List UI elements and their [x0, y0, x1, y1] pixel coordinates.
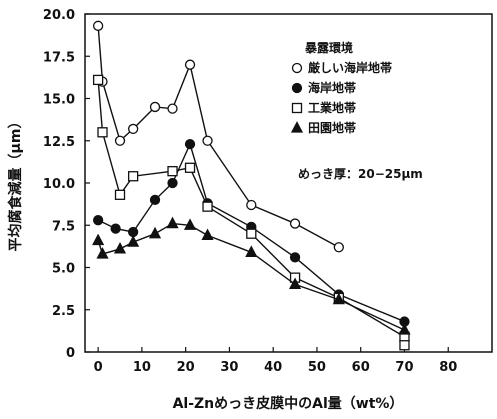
data-point — [127, 171, 139, 182]
series-line — [97, 222, 405, 331]
data-point — [183, 218, 197, 230]
data-point — [246, 228, 257, 239]
x-axis-title: Al-Znめっき皮膜中のAl量（wt%） — [173, 395, 404, 412]
series-layer — [92, 20, 411, 351]
data-point — [398, 323, 411, 335]
data-point — [92, 74, 104, 86]
legend-item: 海岸地帯 — [291, 80, 356, 95]
y-tick-label: 15.0 — [43, 93, 75, 108]
legend-marker — [291, 82, 303, 94]
data-point — [127, 123, 139, 135]
data-point — [288, 277, 302, 290]
data-point — [110, 223, 121, 234]
data-point — [289, 252, 301, 263]
plot-frame — [84, 13, 493, 353]
data-point — [92, 233, 105, 246]
data-point — [127, 226, 139, 238]
x-tick-label: 80 — [439, 360, 457, 375]
y-tick-label: 17.5 — [43, 50, 75, 65]
legend-marker — [290, 121, 304, 133]
data-point — [333, 242, 344, 253]
x-tick-label: 30 — [220, 360, 238, 375]
x-tick-label: 50 — [308, 360, 326, 375]
x-tick-label: 40 — [264, 360, 282, 375]
legend-label: 田園地帯 — [308, 120, 356, 135]
legend-label: 工業地帯 — [308, 100, 356, 115]
axis-ticks: 0 10 20 30 40 50 60 70 80 0 2.5 5.0 7.5 10.0 12.5 15.0 1… — [43, 8, 457, 375]
x-tick-label: 0 — [94, 360, 103, 375]
legend-marker — [291, 102, 303, 114]
data-point — [114, 189, 126, 200]
y-tick-label: 5.0 — [52, 262, 75, 277]
y-tick-label: 10.0 — [43, 177, 75, 192]
plating-thickness-annotation: めっき厚：20−25μm — [298, 167, 423, 181]
data-point — [184, 138, 196, 150]
data-point — [184, 162, 196, 173]
legend-marker — [291, 62, 303, 74]
data-point — [92, 20, 104, 31]
data-point — [114, 135, 126, 146]
y-tick-label: 12.5 — [43, 135, 75, 150]
data-point — [201, 228, 214, 241]
series-1 — [92, 20, 344, 253]
series-3 — [92, 74, 410, 351]
series-line — [97, 79, 406, 346]
data-point — [96, 247, 109, 259]
data-point — [167, 166, 178, 177]
legend-label: 海岸地帯 — [308, 80, 356, 95]
series-4 — [92, 216, 411, 335]
data-point — [167, 103, 178, 114]
data-point — [127, 235, 140, 247]
data-point — [167, 177, 178, 189]
y-tick-label: 2.5 — [52, 304, 75, 319]
y-tick-label: 20.0 — [43, 8, 75, 23]
legend-title: 暴露環境 — [304, 40, 353, 55]
data-point — [149, 194, 161, 206]
legend-item: 田園地帯 — [290, 120, 356, 135]
data-point — [97, 127, 108, 138]
data-point — [399, 340, 410, 351]
x-tick-label: 60 — [352, 360, 370, 375]
data-point — [92, 215, 104, 226]
data-point — [245, 245, 258, 257]
data-point — [246, 199, 257, 211]
legend-item: 工業地帯 — [291, 100, 356, 115]
data-point — [202, 135, 213, 146]
legend-item: 厳しい海岸地帯 — [291, 60, 392, 75]
data-point — [148, 226, 162, 239]
y-tick-label: 7.5 — [52, 219, 75, 234]
data-point — [113, 242, 127, 254]
data-point — [166, 216, 179, 229]
legend-label: 厳しい海岸地帯 — [308, 60, 392, 75]
data-point — [202, 201, 213, 212]
series-2 — [92, 138, 410, 327]
y-axis-title: 平均腐食減量（μm） — [7, 115, 24, 252]
data-point — [184, 59, 196, 70]
data-point — [289, 218, 301, 229]
x-tick-label: 20 — [177, 360, 195, 375]
y-tick-label: 0 — [66, 346, 75, 361]
data-point — [149, 101, 161, 113]
x-tick-label: 70 — [395, 360, 413, 375]
data-point — [332, 292, 345, 305]
x-tick-label: 10 — [133, 360, 151, 375]
